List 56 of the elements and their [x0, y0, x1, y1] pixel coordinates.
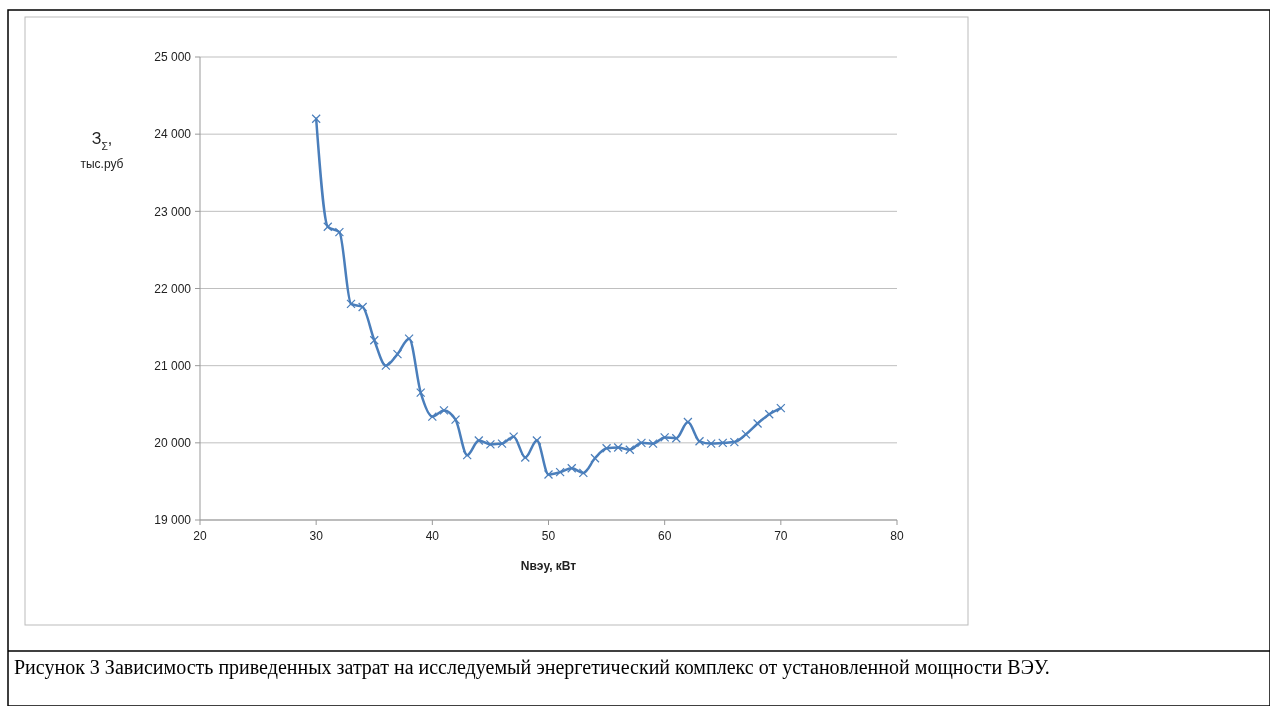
point: [474, 435, 484, 446]
point: [323, 222, 333, 232]
x-tick-label: 40: [425, 529, 440, 543]
point: [358, 302, 368, 312]
point: [450, 415, 461, 425]
point: [660, 432, 670, 443]
point: [613, 442, 623, 453]
y-axis-title: З$_{Σ}$, тыс.руб: [80, 130, 124, 171]
point: [543, 469, 554, 480]
point: [567, 463, 577, 473]
y-tick-label: 22 000: [154, 281, 192, 296]
x-tick-label: 30: [309, 529, 324, 543]
point: [578, 468, 588, 478]
point: [532, 435, 542, 446]
y-tick-label: 23 000: [154, 204, 192, 219]
point: [683, 417, 693, 427]
y-tick-label: 25 000: [154, 50, 192, 65]
x-tick-label: 50: [541, 529, 556, 543]
point: [555, 467, 565, 477]
point: [462, 450, 472, 460]
x-axis-title: Nвэу, кВт: [520, 559, 577, 573]
point: [729, 437, 739, 447]
point: [718, 438, 728, 448]
point: [636, 438, 647, 448]
x-tick-label: 20: [193, 529, 207, 543]
point: [776, 403, 786, 413]
point: [648, 439, 658, 449]
point: [416, 388, 426, 398]
point: [590, 453, 600, 463]
point: [706, 439, 716, 449]
point: [741, 429, 751, 439]
point: [694, 436, 705, 446]
point: [439, 405, 449, 416]
point: [334, 227, 344, 237]
text: Рисунок 3 Зависимость приведенных затрат на исследуемый энергетический комплекс от установленной мощности ВЭУ.: [14, 656, 1051, 678]
point: [497, 439, 507, 449]
point: [311, 114, 321, 124]
y-tick-label: 21 000: [154, 358, 192, 373]
point: [404, 334, 414, 344]
point: [671, 433, 681, 443]
point: [346, 299, 356, 309]
point: [485, 439, 496, 449]
point: [625, 445, 635, 455]
x-tick-label: 70: [774, 529, 788, 543]
point: [427, 412, 437, 422]
point: [764, 409, 774, 419]
x-tick-label: 60: [657, 529, 672, 543]
point: [392, 349, 403, 359]
point: [381, 361, 391, 371]
point: [509, 432, 519, 442]
x-tick-label: 80: [890, 529, 904, 543]
y-tick-label: 24 000: [154, 127, 192, 142]
point: [601, 443, 612, 453]
point: [369, 335, 379, 345]
y-tick-label: 20 000: [154, 436, 192, 451]
y-tick-label: 19 000: [154, 513, 192, 528]
